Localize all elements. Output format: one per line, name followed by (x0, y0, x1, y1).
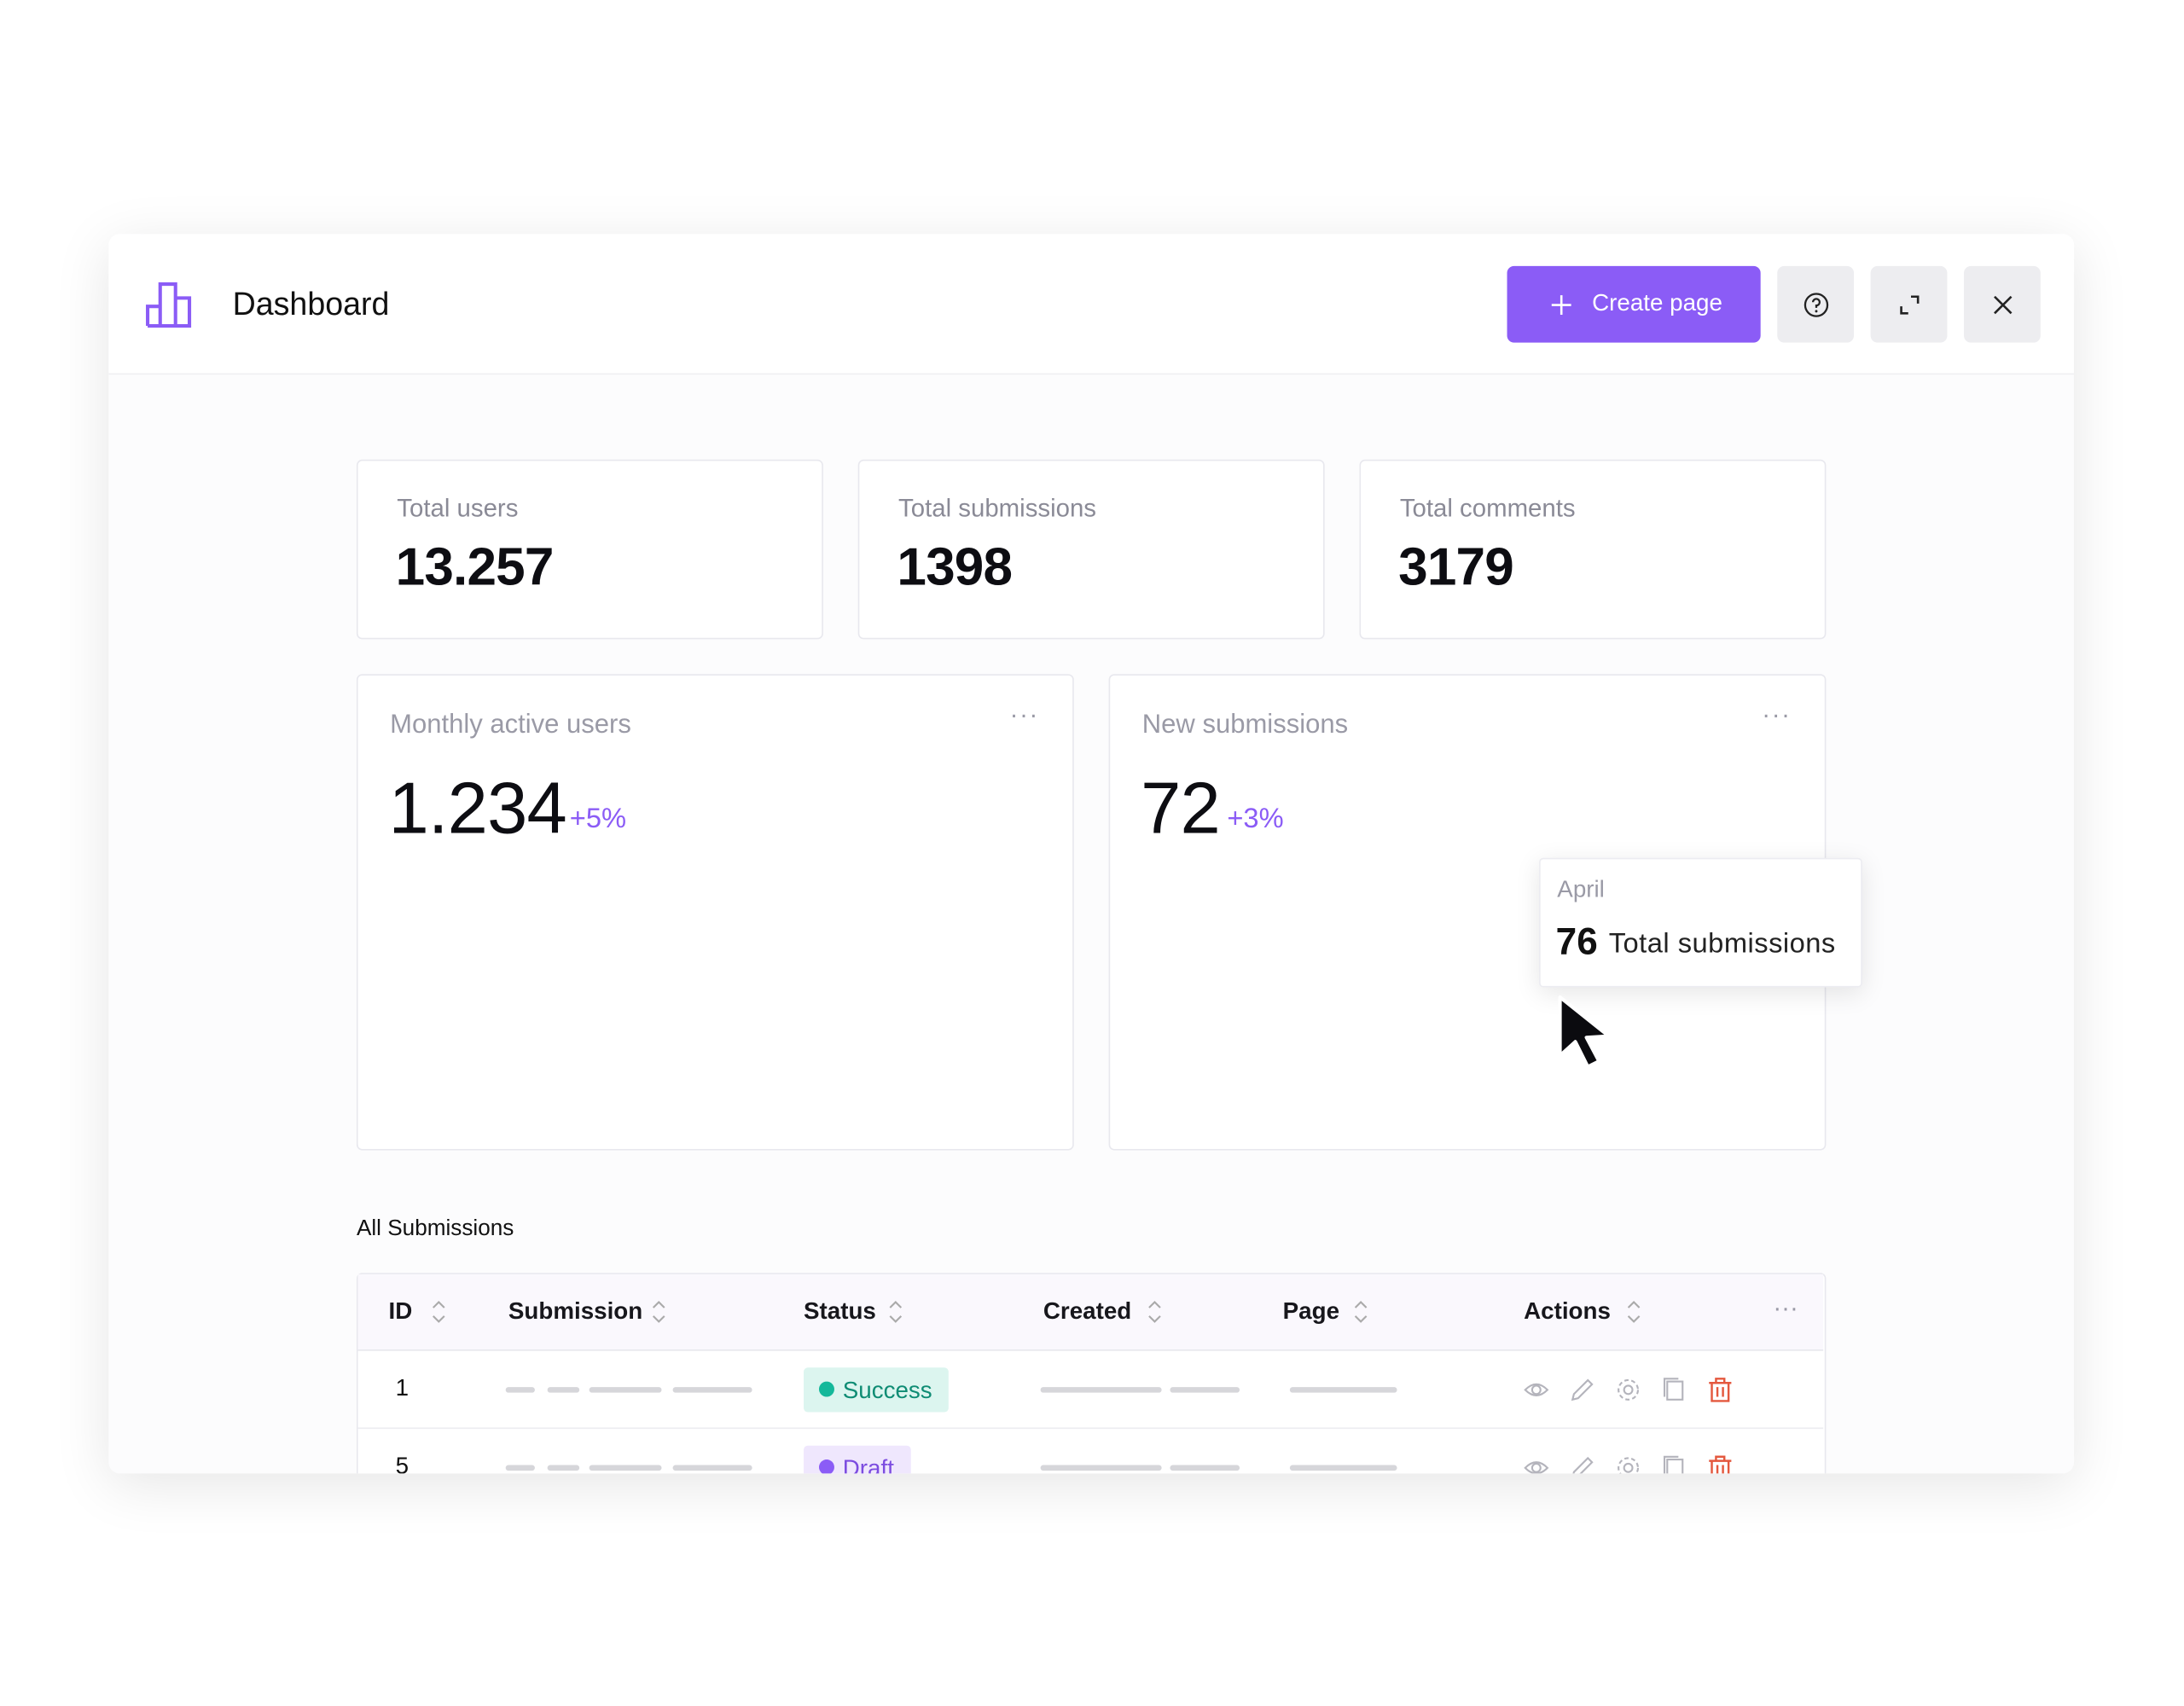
table-title: All Submissions (356, 1216, 514, 1241)
status-badge: Draft (804, 1445, 911, 1474)
copy-icon[interactable] (1663, 1455, 1684, 1474)
stat-card: Total users 13.257 (356, 459, 823, 640)
placeholder (672, 1465, 752, 1471)
edit-icon[interactable] (1571, 1378, 1594, 1401)
status-dot (818, 1459, 834, 1474)
view-icon[interactable] (1524, 1383, 1549, 1396)
placeholder (1040, 1387, 1162, 1393)
sort-icon[interactable] (1352, 1298, 1369, 1326)
placeholder (1170, 1387, 1240, 1393)
expand-button[interactable] (1870, 265, 1948, 343)
edit-icon[interactable] (1572, 1456, 1594, 1474)
chart-value: 1.234 (388, 769, 567, 850)
placeholder (1289, 1387, 1397, 1393)
tooltip-text: Total submissions (1608, 928, 1836, 960)
column-header[interactable]: Actions (1524, 1297, 1611, 1325)
stat-label: Total comments (1399, 494, 1576, 523)
placeholder (1170, 1465, 1240, 1471)
tooltip-value: 76 (1555, 920, 1598, 963)
placeholder (1289, 1465, 1397, 1471)
column-header[interactable]: ID (388, 1297, 413, 1325)
sort-icon[interactable] (1147, 1298, 1164, 1326)
status-text: Success (842, 1377, 932, 1404)
table-header: ID Submission Status Created Page Actions ··· (357, 1274, 1824, 1351)
tooltip: April 76 Total submissions (1539, 857, 1862, 988)
close-button[interactable] (1964, 265, 2041, 343)
more-icon: ··· (1762, 700, 1792, 728)
sort-icon[interactable] (1625, 1298, 1642, 1326)
create-page-button[interactable]: Create page (1507, 265, 1761, 343)
stat-label: Total users (397, 494, 519, 523)
help-icon (1804, 293, 1829, 317)
row-actions (1524, 1455, 1732, 1474)
copy-icon[interactable] (1663, 1378, 1684, 1401)
chart-title: Monthly active users (390, 710, 631, 740)
table: ID Submission Status Created Page Actions ··· 1… (356, 1273, 1827, 1474)
placeholder (505, 1387, 535, 1393)
table-row: 5 Draft (358, 1429, 1824, 1474)
cell-id: 5 (395, 1452, 410, 1474)
button-label: Create page (1592, 289, 1722, 316)
stat-value: 3179 (1398, 538, 1514, 598)
placeholder (547, 1387, 580, 1393)
status-text: Draft (842, 1455, 894, 1474)
plus-icon (1551, 295, 1571, 315)
stat-card: Total submissions 1398 (857, 459, 1325, 640)
delete-icon[interactable] (1709, 1455, 1732, 1474)
row-actions (1524, 1378, 1732, 1402)
stat-card: Total comments 3179 (1359, 459, 1827, 640)
header: Dashboard Create page (108, 234, 2075, 375)
cell-id: 1 (395, 1374, 410, 1401)
placeholder (589, 1387, 662, 1393)
cursor-arrow (1558, 995, 1611, 1069)
view-icon[interactable] (1524, 1461, 1549, 1474)
sort-icon[interactable] (887, 1298, 904, 1326)
placeholder (1040, 1465, 1162, 1471)
column-header[interactable]: Created (1043, 1297, 1132, 1325)
close-icon (1994, 295, 2013, 315)
tooltip-title: April (1557, 875, 1605, 902)
status-dot (818, 1381, 834, 1397)
placeholder (505, 1465, 535, 1471)
delete-icon[interactable] (1709, 1378, 1732, 1402)
chart-change: +3% (1227, 804, 1284, 834)
settings-icon[interactable] (1618, 1457, 1640, 1474)
placeholder (589, 1465, 662, 1471)
sort-icon[interactable] (650, 1298, 667, 1326)
chart-title: New submissions (1141, 710, 1349, 740)
settings-icon[interactable] (1618, 1378, 1640, 1401)
stat-value: 1398 (897, 538, 1013, 598)
more-icon: ··· (1009, 700, 1039, 728)
stat-label: Total submissions (898, 494, 1096, 523)
chart-value: 72 (1141, 769, 1221, 850)
sort-icon[interactable] (430, 1298, 447, 1326)
table-row: 1 Success (357, 1351, 1824, 1430)
chart-card: Monthly active users ··· 1.234 +5% (356, 674, 1074, 1151)
column-header[interactable]: Submission (508, 1297, 643, 1325)
chart-change: +5% (569, 804, 627, 834)
cursor (1558, 995, 1611, 1069)
placeholder (547, 1465, 580, 1471)
placeholder (672, 1387, 752, 1393)
column-header[interactable]: Status (804, 1297, 876, 1325)
status-badge: Success (804, 1367, 950, 1413)
expand-icon (1900, 295, 1920, 315)
help-button[interactable] (1777, 265, 1855, 343)
more-icon[interactable]: ··· (1773, 1293, 1798, 1322)
title: Dashboard (232, 285, 390, 322)
logo (146, 282, 192, 328)
stat-value: 13.257 (395, 538, 555, 598)
column-header[interactable]: Page (1282, 1297, 1340, 1325)
